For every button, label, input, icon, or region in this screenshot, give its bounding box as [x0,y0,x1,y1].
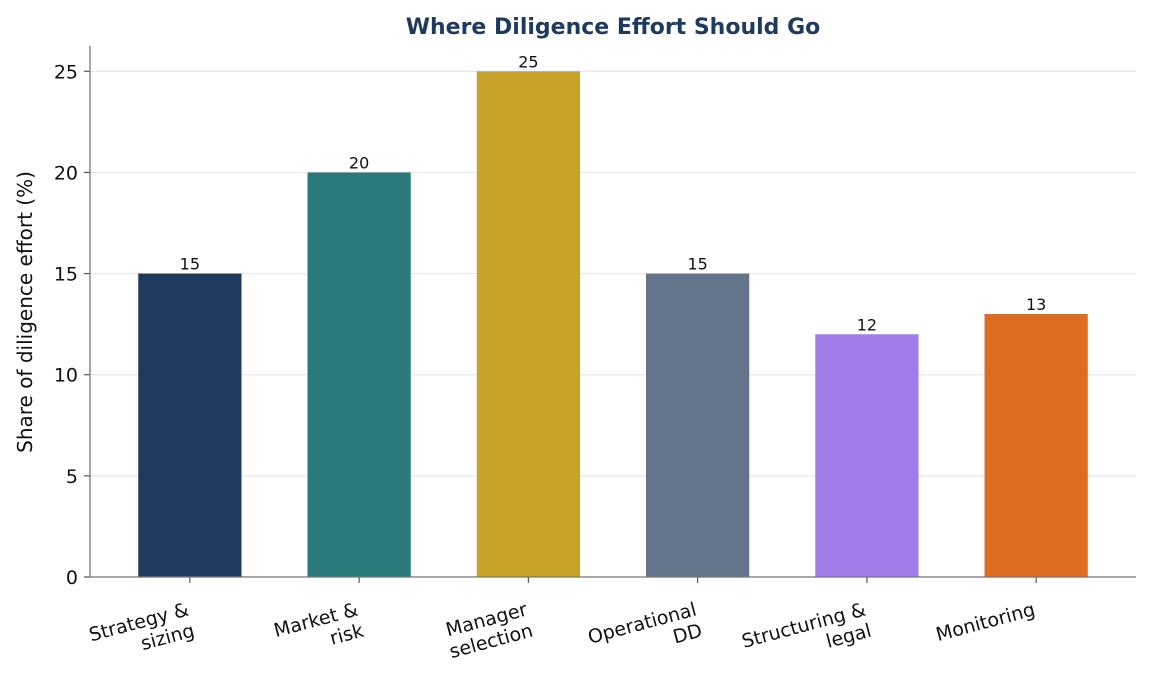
y-tick-label: 0 [66,567,78,589]
bar [476,71,580,578]
bar [138,273,242,577]
value-label: 15 [180,255,200,274]
y-tick-label: 25 [54,61,78,83]
bar [815,334,919,577]
x-tick-label: Structuring &legal [739,599,874,674]
x-tick-label: Market &risk [271,599,366,664]
value-label: 13 [1026,295,1046,314]
chart-title: Where Diligence Effort Should Go [406,15,821,40]
y-axis-label: Share of diligence effort (%) [13,171,37,453]
y-tick-label: 5 [66,466,78,488]
value-label: 25 [518,52,538,71]
value-label: 12 [857,315,877,334]
x-tick-label: Monitoring [934,599,1038,647]
x-tick-label: Strategy &sizing [87,599,197,668]
bar [646,273,750,577]
bar [307,172,411,577]
y-tick-label: 15 [54,264,78,286]
y-tick-label: 10 [54,365,78,387]
y-tick-label: 20 [54,162,78,184]
value-label: 20 [349,153,369,172]
value-label: 15 [687,255,707,274]
x-tick-label: Managerselection [441,599,535,664]
bar [984,314,1088,577]
x-tick-label: OperationalDD [586,599,705,670]
